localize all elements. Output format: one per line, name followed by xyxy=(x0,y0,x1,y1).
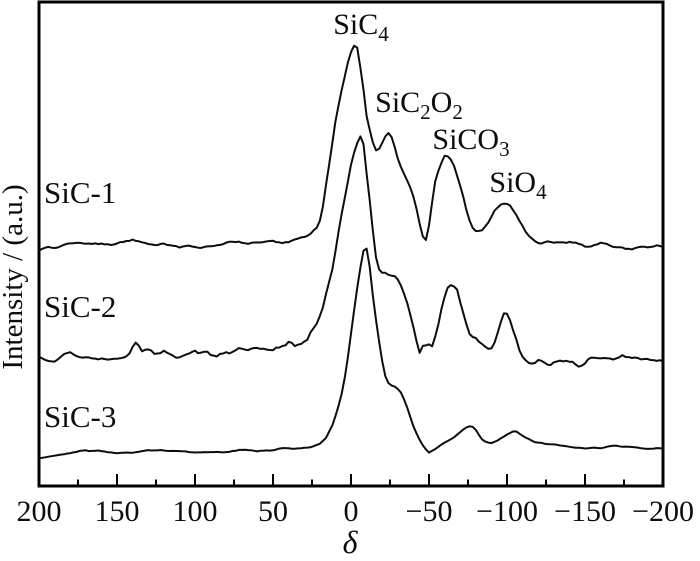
x-axis-tick-label: −100 xyxy=(476,495,538,528)
x-axis-tick-label: −50 xyxy=(406,495,453,528)
x-axis-tick-label: 100 xyxy=(173,495,218,528)
series-labels: SiC-1 SiC-2 SiC-3 xyxy=(44,175,116,434)
spectrum-trace-sic-3 xyxy=(38,247,664,460)
x-axis-ticks xyxy=(38,474,664,486)
peak-label-sio4: SiO4 xyxy=(489,166,547,204)
x-axis-label: δ xyxy=(343,524,359,560)
series-label-sic-1: SiC-1 xyxy=(44,175,116,210)
x-axis-tick-label: 150 xyxy=(95,495,140,528)
x-axis-tick-label: −150 xyxy=(554,495,616,528)
peak-label-sic2o2: SiC2O2 xyxy=(375,86,463,124)
x-axis-tick-label: 200 xyxy=(17,495,62,528)
x-axis-tick-label: −200 xyxy=(632,495,694,528)
series-label-sic-2: SiC-2 xyxy=(44,289,116,324)
series-label-sic-3: SiC-3 xyxy=(44,399,116,434)
spectra-traces xyxy=(38,44,664,460)
spectrum-trace-sic-2 xyxy=(38,135,664,368)
plot-frame xyxy=(37,0,665,488)
peak-label-sic4: SiC4 xyxy=(333,8,389,46)
x-axis-tick-labels: 200 150 100 50 0 −50 −100 −150 −200 xyxy=(17,495,694,528)
y-axis-label: Intensity / (a.u.) xyxy=(0,184,29,369)
x-axis-tick-label: 0 xyxy=(344,495,359,528)
peak-label-sico3: SiCO3 xyxy=(432,123,509,161)
x-axis-tick-label: 50 xyxy=(258,495,288,528)
spectrum-trace-sic-1 xyxy=(38,44,664,252)
